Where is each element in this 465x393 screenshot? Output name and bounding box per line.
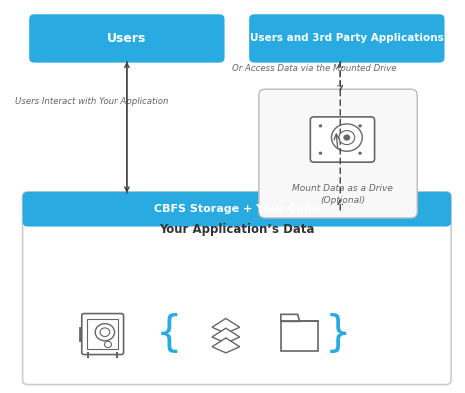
FancyBboxPatch shape [29,14,225,62]
Circle shape [319,152,322,155]
Text: Users Interact with Your Application: Users Interact with Your Application [15,97,168,107]
Circle shape [344,135,350,140]
Text: }: } [325,313,351,355]
Bar [28,196,446,222]
Circle shape [95,323,114,341]
FancyBboxPatch shape [249,14,445,62]
Circle shape [105,341,112,347]
Circle shape [332,124,362,151]
Polygon shape [212,338,240,353]
Polygon shape [212,328,240,343]
Circle shape [358,152,362,155]
Bar [28,209,446,222]
Circle shape [339,130,355,145]
Circle shape [358,124,362,127]
FancyBboxPatch shape [82,314,124,354]
Text: CBFS Storage + Your Code: CBFS Storage + Your Code [154,204,319,214]
Text: Users: Users [107,32,146,45]
Text: Mount Data as a Drive
(Optional): Mount Data as a Drive (Optional) [292,184,393,205]
FancyBboxPatch shape [310,117,375,162]
Circle shape [100,328,110,336]
Bar [281,321,318,351]
Bar [87,320,118,349]
Text: Users and 3rd Party Applications: Users and 3rd Party Applications [250,33,444,44]
Polygon shape [212,318,240,333]
Text: Your Application’s Data: Your Application’s Data [159,223,315,236]
Polygon shape [281,314,299,321]
Text: Or Access Data via the Mounted Drive: Or Access Data via the Mounted Drive [232,64,396,73]
FancyBboxPatch shape [23,192,451,226]
FancyBboxPatch shape [259,89,417,218]
FancyBboxPatch shape [23,192,451,385]
Text: {: { [155,313,182,355]
Circle shape [319,124,322,127]
